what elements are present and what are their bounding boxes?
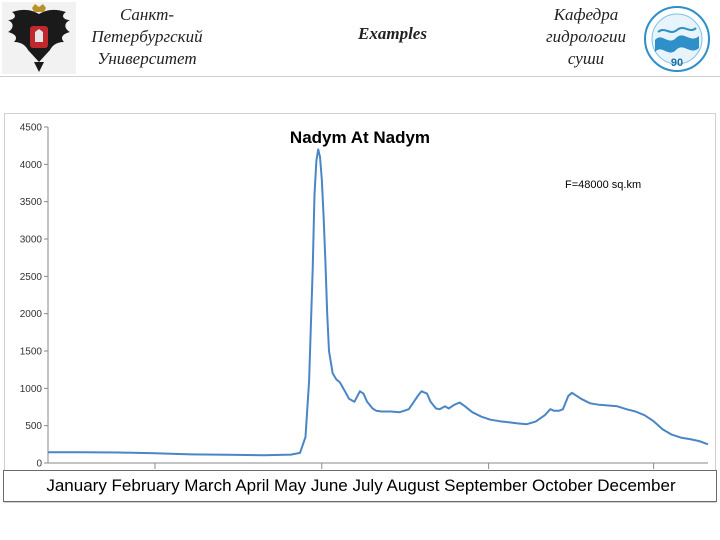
double-headed-eagle-crest-icon	[2, 2, 76, 74]
y-tick-label: 1000	[20, 384, 43, 395]
y-tick-label: 3500	[20, 197, 43, 208]
catchment-area-annotation: F=48000 sq.km	[565, 179, 641, 191]
department-name-line: гидрологии	[545, 27, 627, 46]
hydrology-department-wave-globe-icon: 90	[644, 6, 710, 72]
y-tick-label: 4000	[20, 160, 43, 171]
university-name-line: Университет	[97, 49, 197, 68]
department-name-line: Кафедра	[553, 5, 619, 24]
y-tick-label: 2000	[20, 309, 43, 320]
slide-title: Examples	[358, 24, 427, 43]
x-axis	[48, 462, 708, 469]
department-name-line: суши	[567, 49, 605, 68]
university-name-line: Санкт-	[119, 5, 175, 24]
y-tick-label: 500	[25, 421, 42, 432]
chart-frame	[4, 113, 716, 503]
y-axis: 0 500 1000 1500 2000 2500 3000 3500 4000 4500	[20, 123, 49, 470]
university-name-line: Петербургский	[91, 27, 203, 46]
y-tick-label: 1500	[20, 347, 43, 358]
month-labels-box: January February March April May June Ju…	[3, 470, 717, 502]
header-divider	[0, 76, 720, 77]
chart-title: Nadym At Nadym	[290, 128, 430, 147]
month-labels: January February March April May June Ju…	[46, 476, 676, 495]
y-tick-label: 0	[36, 459, 42, 470]
y-tick-label: 4500	[20, 123, 43, 134]
y-tick-label: 3000	[20, 235, 43, 246]
logo-anniversary-number: 90	[671, 57, 683, 69]
discharge-series-line	[48, 148, 709, 457]
hydrograph-chart: 0 500 1000 1500 2000 2500 3000 3500 4000 4500 Nad…	[20, 123, 709, 470]
university-name: Санкт- Петербургский Университет	[82, 4, 212, 70]
y-tick-label: 2500	[20, 272, 43, 283]
slide-header: Санкт- Петербургский Университет Example…	[0, 0, 720, 78]
department-name: Кафедра гидрологии суши	[536, 4, 636, 70]
